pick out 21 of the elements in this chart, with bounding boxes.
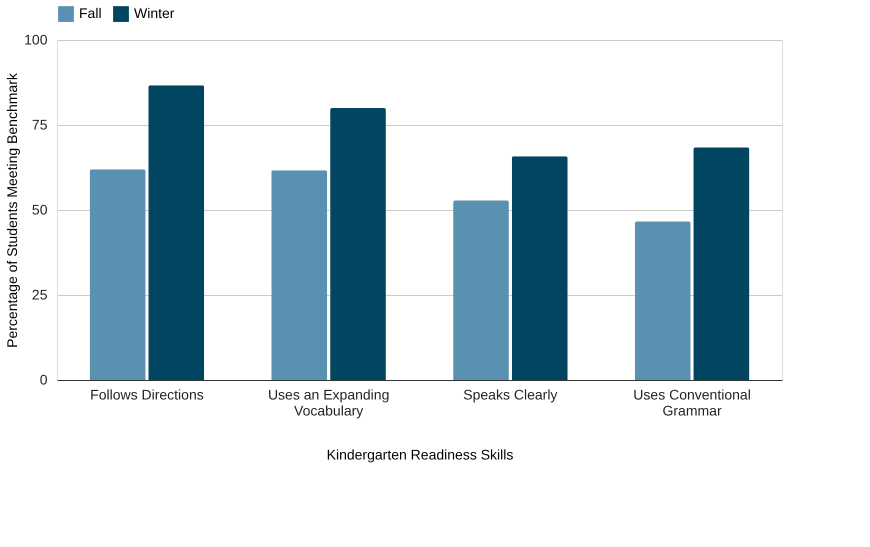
- x-tick-label: Follows Directions: [90, 386, 204, 402]
- y-tick-label: 50: [32, 202, 48, 218]
- bar: [694, 147, 750, 380]
- y-tick-label: 25: [32, 286, 48, 302]
- x-tick-label: Uses an Expanding Vocabulary: [268, 386, 390, 418]
- bar: [148, 85, 204, 380]
- y-tick-label: 0: [40, 372, 48, 388]
- bar: [271, 170, 328, 380]
- y-tick-label: 100: [24, 32, 48, 48]
- bar: [90, 169, 146, 380]
- x-tick-label: Speaks Clearly: [463, 386, 558, 402]
- y-axis-title: Percentage of Students Meeting Benchmark: [4, 72, 20, 348]
- y-tick-label: 75: [32, 116, 48, 132]
- legend-label: Fall: [79, 5, 102, 22]
- bar: [453, 200, 509, 380]
- bar: [330, 108, 386, 380]
- legend-label: Winter: [134, 5, 175, 22]
- bar: [634, 222, 691, 380]
- x-axis-title: Kindergarten Readiness Skills: [326, 446, 514, 462]
- bar: [512, 156, 568, 380]
- x-tick-label: Uses Conventional Grammar: [633, 386, 751, 418]
